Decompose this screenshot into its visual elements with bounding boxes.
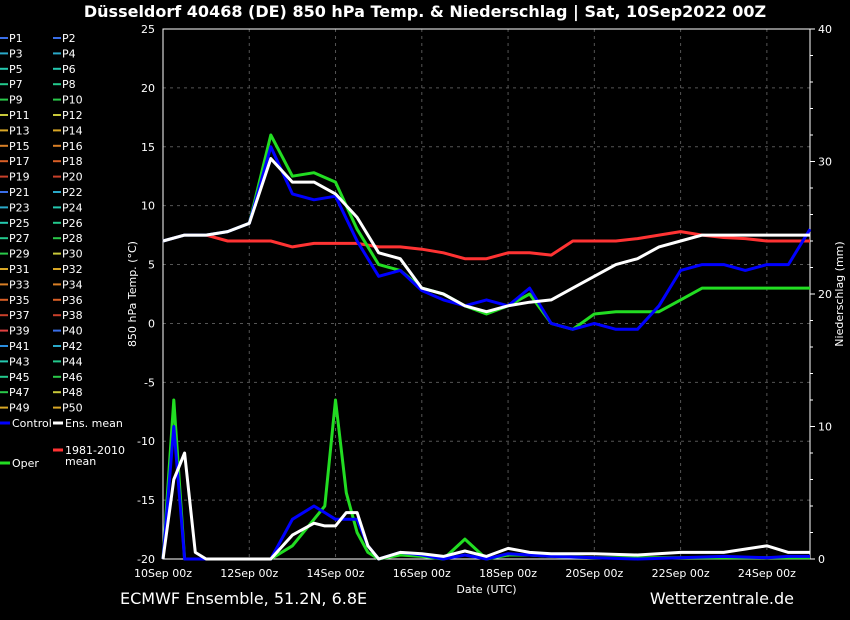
- legend-item-ens-mean: Ens. mean: [65, 417, 123, 430]
- y-tick-label-left: -10: [137, 435, 155, 448]
- legend-item-p30: P30: [62, 248, 83, 261]
- y-tick-label-left: 15: [141, 141, 155, 154]
- legend-item-p44: P44: [62, 355, 83, 368]
- legend-item-p15: P15: [9, 140, 30, 153]
- y-tick-label-left: -15: [137, 494, 155, 507]
- legend-item-p8: P8: [62, 78, 76, 91]
- legend-item-p25: P25: [9, 217, 30, 230]
- legend-item-p17: P17: [9, 155, 30, 168]
- legend-item-p22: P22: [62, 186, 83, 199]
- legend-item-p33: P33: [9, 278, 30, 291]
- y-tick-label-right: 0: [818, 553, 825, 566]
- legend-item-p36: P36: [62, 294, 83, 307]
- legend-item-p34: P34: [62, 278, 83, 291]
- y-tick-label-right: 10: [818, 421, 832, 434]
- legend-item-p11: P11: [9, 109, 30, 122]
- x-tick-label: 20Sep 00z: [565, 567, 623, 580]
- footer-model-info: ECMWF Ensemble, 51.2N, 6.8E: [120, 589, 368, 608]
- legend-item-p14: P14: [62, 124, 83, 137]
- legend-item-p6: P6: [62, 63, 76, 76]
- legend-item-climate-mean-2: mean: [65, 455, 96, 468]
- legend-item-p37: P37: [9, 309, 30, 322]
- legend-item-climate-mean: 1981-2010: [65, 444, 125, 457]
- y-tick-label-left: 20: [141, 82, 155, 95]
- legend-item-p39: P39: [9, 325, 30, 338]
- legend-item-p20: P20: [62, 171, 83, 184]
- legend-item-p40: P40: [62, 325, 83, 338]
- legend-item-p42: P42: [62, 340, 83, 353]
- y-tick-label-left: 25: [141, 23, 155, 36]
- legend-item-p49: P49: [9, 402, 30, 415]
- y-tick-label-left: -5: [144, 376, 155, 389]
- legend-item-oper: Oper: [12, 457, 39, 470]
- precip-oper-line: [161, 398, 810, 561]
- legend-item-p3: P3: [9, 47, 23, 60]
- legend-item-p16: P16: [62, 140, 83, 153]
- legend-item-p19: P19: [9, 171, 30, 184]
- legend-item-p50: P50: [62, 402, 83, 415]
- chart-title: Düsseldorf 40468 (DE) 850 hPa Temp. & Ni…: [83, 2, 767, 21]
- temp-control-line: [162, 145, 812, 331]
- legend-item-p24: P24: [62, 201, 83, 214]
- legend-item-p28: P28: [62, 232, 83, 245]
- y-axis-label-right: Niederschlag (mm): [833, 241, 846, 346]
- x-tick-label: 18Sep 00z: [479, 567, 537, 580]
- temp-mean-line: [162, 157, 810, 314]
- y-tick-label-left: 10: [141, 200, 155, 213]
- legend-item-p10: P10: [62, 94, 83, 107]
- y-tick-label-right: 40: [818, 23, 832, 36]
- legend-item-p7: P7: [9, 78, 23, 91]
- legend-item-p12: P12: [62, 109, 83, 122]
- precip-mean-line: [161, 451, 810, 561]
- legend-item-p23: P23: [9, 201, 30, 214]
- legend-item-p21: P21: [9, 186, 30, 199]
- x-tick-label: 12Sep 00z: [220, 567, 278, 580]
- legend-item-p32: P32: [62, 263, 83, 276]
- legend-item-p38: P38: [62, 309, 83, 322]
- legend-item-p26: P26: [62, 217, 83, 230]
- legend-item-p2: P2: [62, 32, 76, 45]
- legend-item-p4: P4: [62, 47, 76, 60]
- legend-item-p45: P45: [9, 371, 30, 384]
- footer-site: Wetterzentrale.de: [649, 589, 794, 608]
- x-tick-label: 10Sep 00z: [134, 567, 192, 580]
- y-tick-label-left: 5: [148, 259, 155, 272]
- y-tick-label-right: 30: [818, 156, 832, 169]
- plot-frame: [162, 28, 811, 560]
- precip-control-line: [161, 425, 810, 561]
- x-tick-label: 22Sep 00z: [652, 567, 710, 580]
- x-tick-label: 16Sep 00z: [393, 567, 451, 580]
- x-tick-label: 24Sep 00z: [738, 567, 796, 580]
- legend-item-p47: P47: [9, 386, 30, 399]
- legend-item-p9: P9: [9, 94, 23, 107]
- legend-item-p13: P13: [9, 124, 30, 137]
- y-tick-label-right: 20: [818, 288, 832, 301]
- legend-item-p18: P18: [62, 155, 83, 168]
- legend-item-p27: P27: [9, 232, 30, 245]
- x-axis-label: Date (UTC): [456, 583, 516, 596]
- legend-item-p43: P43: [9, 355, 30, 368]
- temp-oper-line: [162, 133, 810, 331]
- x-tick-label: 14Sep 00z: [307, 567, 365, 580]
- y-axis-label-left: 850 hPa Temp. (°C): [126, 241, 139, 347]
- legend-item-p46: P46: [62, 371, 83, 384]
- legend-item-p41: P41: [9, 340, 30, 353]
- legend-item-p35: P35: [9, 294, 30, 307]
- legend-item-p48: P48: [62, 386, 83, 399]
- legend-item-control: Control: [12, 417, 52, 430]
- legend-item-p5: P5: [9, 63, 23, 76]
- legend-item-p31: P31: [9, 263, 30, 276]
- y-tick-label-left: -20: [137, 553, 155, 566]
- legend-item-p29: P29: [9, 248, 30, 261]
- legend-item-p1: P1: [9, 32, 23, 45]
- y-tick-label-left: 0: [148, 317, 155, 330]
